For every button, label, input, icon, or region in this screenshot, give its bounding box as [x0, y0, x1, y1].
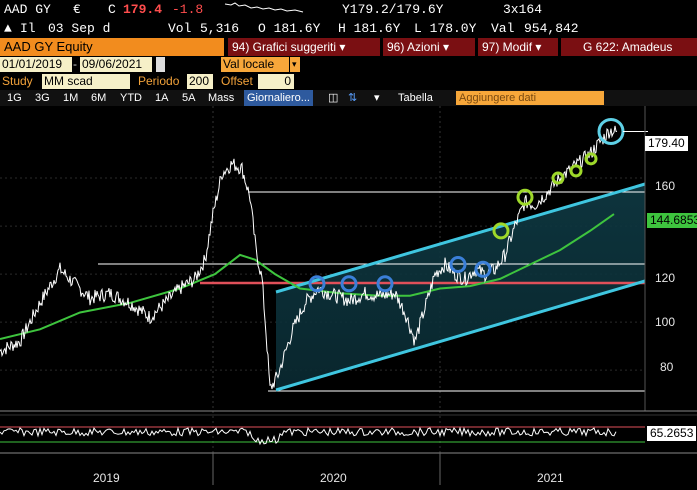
chevron-down-icon[interactable]: ▾	[290, 57, 300, 72]
sparkline-icon	[223, 0, 308, 20]
green-marker	[584, 152, 598, 166]
date-separator: -	[73, 57, 77, 71]
period-input[interactable]: 200	[187, 74, 213, 89]
chart-type-icon[interactable]: ◫	[328, 92, 339, 104]
calendar-icon[interactable]	[156, 57, 165, 72]
tab-1y[interactable]: 1A	[155, 92, 169, 104]
time-axis-ticks	[212, 453, 441, 485]
blue-marker	[340, 275, 358, 293]
table-button[interactable]: Tabella	[398, 92, 433, 104]
currency-mode-select[interactable]: Val locale	[221, 57, 289, 72]
start-date-field[interactable]: 01/01/2019	[0, 57, 72, 72]
x-label-2019: 2019	[93, 471, 120, 485]
x-label-2020: 2020	[320, 471, 347, 485]
study-label: Study	[2, 74, 33, 88]
y-tick-160: 160	[655, 179, 676, 193]
green-marker	[516, 188, 534, 206]
blue-marker	[376, 275, 394, 293]
study-row: Study MM scad Periodo 200 Offset 0	[0, 74, 697, 89]
last-price-tag: 179.40	[645, 136, 688, 151]
chart-title: G 622: Amadeus	[561, 38, 697, 56]
green-marker	[569, 164, 583, 178]
tab-3d[interactable]: 3G	[35, 92, 50, 104]
rsi-line	[0, 426, 617, 446]
x-label-2021: 2021	[537, 471, 564, 485]
price-change: -1.8	[172, 2, 204, 17]
edit-menu[interactable]: 97) Modif ▾	[478, 38, 558, 56]
date-range-row: 01/01/2019 - 09/06/2021 Val locale ▾	[0, 57, 697, 73]
quote-details: ▲ Il 03 Sep d Vol 5,316 O 181.6Y H 181.6…	[0, 20, 697, 38]
quote-date: 03 Sep d	[48, 21, 111, 36]
exchange-code: Il	[20, 21, 36, 36]
bid-ask-size: 3x164	[503, 2, 543, 17]
gridlines	[0, 106, 645, 485]
last-label: C	[108, 2, 116, 17]
study-select[interactable]: MM scad	[42, 74, 130, 89]
green-marker	[492, 222, 510, 240]
candle-icon[interactable]: ⇅	[348, 92, 358, 104]
y-tick-80: 80	[660, 360, 674, 374]
blue-marker	[474, 260, 492, 278]
blue-marker	[308, 275, 326, 293]
tab-6m[interactable]: 6M	[91, 92, 107, 104]
high-price: H 181.6Y	[338, 21, 401, 36]
function-bar: AAD GY Equity 94) Grafici suggeriti ▾ 96…	[0, 38, 697, 56]
bid-ask: Y179.2/179.6Y	[342, 2, 444, 17]
y-tick-100: 100	[655, 315, 676, 329]
offset-label: Offset	[221, 74, 253, 88]
price-chart[interactable]: 160 120 100 80 140 179.40 144.6853 65.26…	[0, 106, 697, 485]
signal-markers	[308, 117, 648, 293]
end-date-field[interactable]: 09/06/2021	[80, 57, 152, 72]
price-line	[0, 125, 618, 390]
add-data-input[interactable]: Aggiungere dati	[456, 91, 604, 105]
last-price: 179.4	[123, 2, 163, 17]
value-label: Val	[491, 21, 515, 36]
currency: €	[73, 2, 81, 17]
tab-5y[interactable]: 5A	[182, 92, 196, 104]
channel-lower-line	[275, 279, 646, 392]
volume: 5,316	[200, 21, 240, 36]
security-name[interactable]: AAD GY Equity	[0, 38, 224, 56]
channel-upper-line	[275, 182, 646, 294]
chevron-down-icon[interactable]: ▾	[374, 92, 380, 104]
tab-1d[interactable]: 1G	[7, 92, 22, 104]
rsi-value-tag: 65.2653	[647, 426, 697, 441]
up-arrow-icon: ▲	[4, 21, 12, 36]
vol-label: Vol	[168, 21, 192, 36]
period-label: Periodo	[138, 74, 180, 88]
open-price: O 181.6Y	[258, 21, 321, 36]
ticker-bar: AAD GY € C 179.4 -1.8 Y179.2/179.6Y 3x16…	[0, 0, 697, 20]
y-tick-120: 120	[655, 271, 676, 285]
ma-value-tag: 144.6853	[647, 213, 697, 228]
tab-max[interactable]: Mass	[208, 92, 235, 104]
traded-value: 954,842	[524, 21, 579, 36]
suggested-charts-menu[interactable]: 94) Grafici suggeriti ▾	[228, 38, 380, 56]
tab-ytd[interactable]: YTD	[120, 92, 142, 104]
chart-canvas	[0, 106, 697, 485]
actions-menu[interactable]: 96) Azioni ▾	[383, 38, 475, 56]
green-marker	[551, 171, 565, 185]
period-tabs: 1G 3G 1M 6M YTD 1A 5A Mass Giornaliero..…	[0, 90, 697, 106]
frequency-select[interactable]: Giornaliero...	[244, 90, 313, 106]
offset-input[interactable]: 0	[258, 74, 294, 89]
low-price: L 178.0Y	[414, 21, 477, 36]
tab-1m[interactable]: 1M	[63, 92, 79, 104]
blue-marker	[449, 256, 467, 274]
ticker-symbol[interactable]: AAD GY	[4, 2, 51, 17]
